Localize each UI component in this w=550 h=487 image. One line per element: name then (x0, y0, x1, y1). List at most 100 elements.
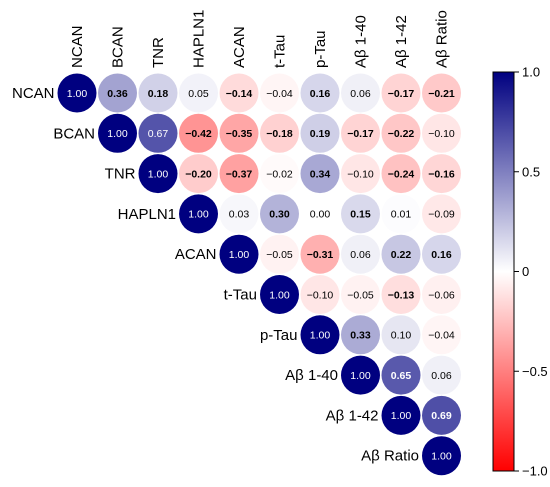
correlation-circle (381, 275, 421, 314)
correlation-value: 0.34 (310, 168, 331, 180)
correlation-value: 1.00 (188, 209, 209, 221)
correlation-circle (300, 194, 340, 234)
correlation-circle (138, 154, 178, 194)
correlation-circle (381, 315, 421, 355)
correlation-circle (422, 275, 461, 314)
correlation-circle (422, 154, 461, 194)
correlation-value: −0.21 (428, 88, 455, 100)
correlation-circle (422, 436, 461, 476)
correlation-circle (260, 154, 299, 194)
correlation-value: −0.09 (428, 209, 455, 221)
correlation-value: −0.24 (388, 168, 415, 180)
row-label: t-Tau (224, 287, 257, 304)
correlation-circle (219, 113, 259, 153)
correlation-circle (219, 194, 259, 234)
correlation-circle (422, 234, 461, 274)
column-label: Aβ 1-40 (353, 15, 370, 68)
correlation-value: 0.06 (350, 88, 371, 100)
correlation-value: −0.17 (347, 128, 374, 140)
correlation-value: 0.33 (350, 330, 371, 342)
correlation-circle (341, 154, 380, 194)
correlation-circle (422, 194, 461, 234)
row-label: ACAN (175, 246, 217, 263)
correlation-value: −0.05 (347, 289, 374, 301)
correlation-circle (341, 73, 380, 113)
correlation-circle (300, 315, 340, 355)
correlation-value: 1.00 (350, 370, 371, 382)
correlation-circle (381, 234, 421, 274)
correlation-circle (341, 113, 380, 153)
correlation-circle (260, 234, 299, 274)
correlation-value: 0.30 (269, 209, 290, 221)
column-label: HAPLN1 (191, 10, 208, 68)
correlation-value: −0.37 (226, 168, 253, 180)
correlation-circle (300, 275, 340, 314)
colorbar-gradient (492, 71, 515, 472)
correlation-circle (341, 275, 380, 314)
correlation-circle (179, 73, 218, 113)
correlation-value: 1.00 (269, 289, 290, 301)
correlation-circle (179, 194, 218, 234)
column-label: t-Tau (272, 35, 289, 68)
correlation-value: 0.05 (188, 88, 209, 100)
colorbar-tick-label: 1.0 (522, 65, 540, 80)
row-labels: NCAN BCAN TNR HAPLN1 ACAN t-Tau p-Tau Aβ 1-40 Aβ… (12, 85, 419, 465)
correlation-value: 0.10 (391, 330, 412, 342)
correlation-value: 0.36 (107, 88, 128, 100)
colorbar: 1.0 0.5 0 −0.5 −1.0 (492, 65, 548, 479)
column-label: Aβ 1-42 (393, 15, 410, 68)
correlation-value: 0.67 (148, 128, 169, 140)
correlation-circle (422, 395, 461, 435)
colorbar-tick-label: −1.0 (522, 464, 548, 479)
correlation-value: −0.20 (185, 168, 212, 180)
correlation-circle (98, 73, 137, 113)
row-label: HAPLN1 (118, 206, 176, 223)
colorbar-tick-label: 0 (522, 264, 529, 279)
correlation-value: −0.06 (428, 289, 455, 301)
correlation-value: 0.15 (350, 209, 371, 221)
row-label: Aβ 1-40 (285, 367, 338, 384)
row-label: TNR (105, 166, 136, 183)
correlation-value: 0.19 (310, 128, 331, 140)
correlation-value: 1.00 (310, 330, 331, 342)
correlation-circle (300, 154, 340, 194)
correlation-value: 0.22 (391, 249, 412, 261)
correlation-circle (260, 113, 299, 153)
correlation-circle (341, 234, 380, 274)
correlation-circle (138, 113, 178, 153)
correlation-value: −0.04 (428, 330, 455, 342)
column-label: Aβ Ratio (434, 10, 451, 68)
correlation-value: −0.42 (185, 128, 212, 140)
correlation-circle (219, 234, 259, 274)
correlation-cells: 1.00 0.36 0.18 0.05 −0.14 −0.04 0.16 0.06 −0.17 −… (57, 73, 461, 476)
correlation-value: 0.16 (431, 249, 452, 261)
correlation-value: −0.13 (388, 289, 415, 301)
colorbar-tick-label: −0.5 (522, 364, 548, 379)
correlation-circle (381, 395, 421, 435)
row-label: Aβ Ratio (361, 448, 419, 465)
correlation-circle (381, 73, 421, 113)
correlation-value: 1.00 (107, 128, 128, 140)
correlation-circle (260, 275, 299, 314)
row-label: NCAN (12, 85, 55, 102)
correlation-circle (381, 154, 421, 194)
correlation-value: −0.35 (226, 128, 253, 140)
correlation-circle (341, 355, 380, 395)
column-label: p-Tau (312, 30, 329, 68)
column-label: BCAN (110, 26, 127, 68)
correlation-circle (422, 315, 461, 355)
correlation-value: 0.69 (431, 410, 452, 422)
correlation-circle (138, 73, 178, 113)
correlation-value: 0.18 (148, 88, 169, 100)
correlation-value: 0.06 (431, 370, 452, 382)
row-label: p-Tau (260, 327, 298, 344)
correlation-circle (341, 194, 380, 234)
correlation-value: 1.00 (391, 410, 412, 422)
correlation-circle (179, 113, 218, 153)
correlation-circle (98, 113, 137, 153)
correlation-value: −0.18 (266, 128, 293, 140)
correlation-circle (381, 194, 421, 234)
column-label: NCAN (69, 25, 86, 68)
colorbar-tick-label: 0.5 (522, 164, 540, 179)
